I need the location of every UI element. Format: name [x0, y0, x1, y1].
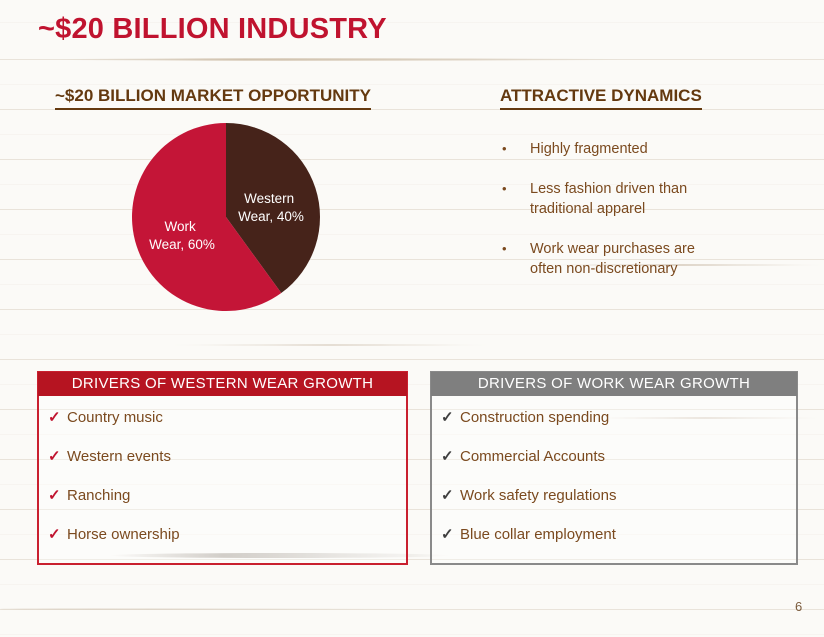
bullet-text: Less fashion driven than traditional app…	[530, 181, 688, 217]
pie-slice-work-wear	[132, 123, 282, 311]
attractive-dynamics-heading: ATTRACTIVE DYNAMICS	[500, 86, 702, 110]
wood-streak	[170, 344, 490, 346]
western-drivers-header: DRIVERS OF WESTERN WEAR GROWTH	[38, 372, 407, 396]
western-drivers-box: DRIVERS OF WESTERN WEAR GROWTH ✓ Country…	[37, 371, 408, 565]
check-icon: ✓	[48, 409, 61, 426]
pie-chart: Western Wear, 40% Work Wear, 60%	[131, 122, 321, 312]
work-driver-label: Commercial Accounts	[460, 448, 606, 465]
western-driver-item: ✓ Western events	[48, 447, 396, 467]
western-driver-item: ✓ Horse ownership	[48, 525, 396, 545]
bullet-dot-icon: •	[502, 141, 507, 156]
work-driver-item: ✓ Work safety regulations	[441, 486, 786, 506]
wood-streak	[0, 608, 420, 610]
bullet-dot-icon: •	[502, 181, 507, 196]
check-icon: ✓	[48, 526, 61, 543]
bullet-text: Highly fragmented	[530, 141, 648, 157]
work-driver-item: ✓ Construction spending	[441, 408, 786, 428]
check-icon: ✓	[441, 526, 454, 543]
check-icon: ✓	[441, 409, 454, 426]
dynamics-bullet-list: • Highly fragmented • Less fashion drive…	[502, 139, 717, 299]
bullet-text: Work wear purchases are often non-discre…	[530, 241, 695, 277]
work-driver-label: Work safety regulations	[460, 487, 617, 504]
wood-streak	[55, 58, 625, 61]
work-driver-label: Construction spending	[460, 409, 610, 426]
check-icon: ✓	[441, 487, 454, 504]
bullet-item: • Work wear purchases are often non-disc…	[502, 239, 717, 279]
market-opportunity-heading: ~$20 BILLION MARKET OPPORTUNITY	[55, 86, 371, 110]
pie-label-western-wear: Western Wear, 40%	[238, 191, 304, 224]
bullet-dot-icon: •	[502, 241, 507, 256]
slide-title: ~$20 BILLION INDUSTRY	[38, 13, 387, 45]
western-driver-label: Country music	[67, 409, 163, 426]
work-drivers-box: DRIVERS OF WORK WEAR GROWTH ✓ Constructi…	[430, 371, 798, 565]
work-driver-item: ✓ Blue collar employment	[441, 525, 786, 545]
pie-label-work-wear: Work Wear, 60%	[149, 219, 215, 252]
check-icon: ✓	[441, 448, 454, 465]
western-driver-item: ✓ Country music	[48, 408, 396, 428]
western-driver-item: ✓ Ranching	[48, 486, 396, 506]
western-drivers-list: ✓ Country music ✓ Western events ✓ Ranch…	[39, 396, 406, 545]
work-drivers-header: DRIVERS OF WORK WEAR GROWTH	[431, 372, 797, 396]
western-driver-label: Horse ownership	[67, 526, 180, 543]
western-driver-label: Western events	[67, 448, 171, 465]
bullet-item: • Less fashion driven than traditional a…	[502, 179, 717, 219]
page-number: 6	[795, 599, 803, 614]
western-driver-label: Ranching	[67, 487, 131, 504]
pie-chart-svg: Western Wear, 40% Work Wear, 60%	[132, 123, 321, 311]
work-driver-label: Blue collar employment	[460, 526, 616, 543]
check-icon: ✓	[48, 487, 61, 504]
bullet-item: • Highly fragmented	[502, 139, 717, 159]
check-icon: ✓	[48, 448, 61, 465]
work-drivers-list: ✓ Construction spending ✓ Commercial Acc…	[432, 396, 796, 545]
pie-slice-western-wear	[226, 123, 321, 294]
work-driver-item: ✓ Commercial Accounts	[441, 447, 786, 467]
